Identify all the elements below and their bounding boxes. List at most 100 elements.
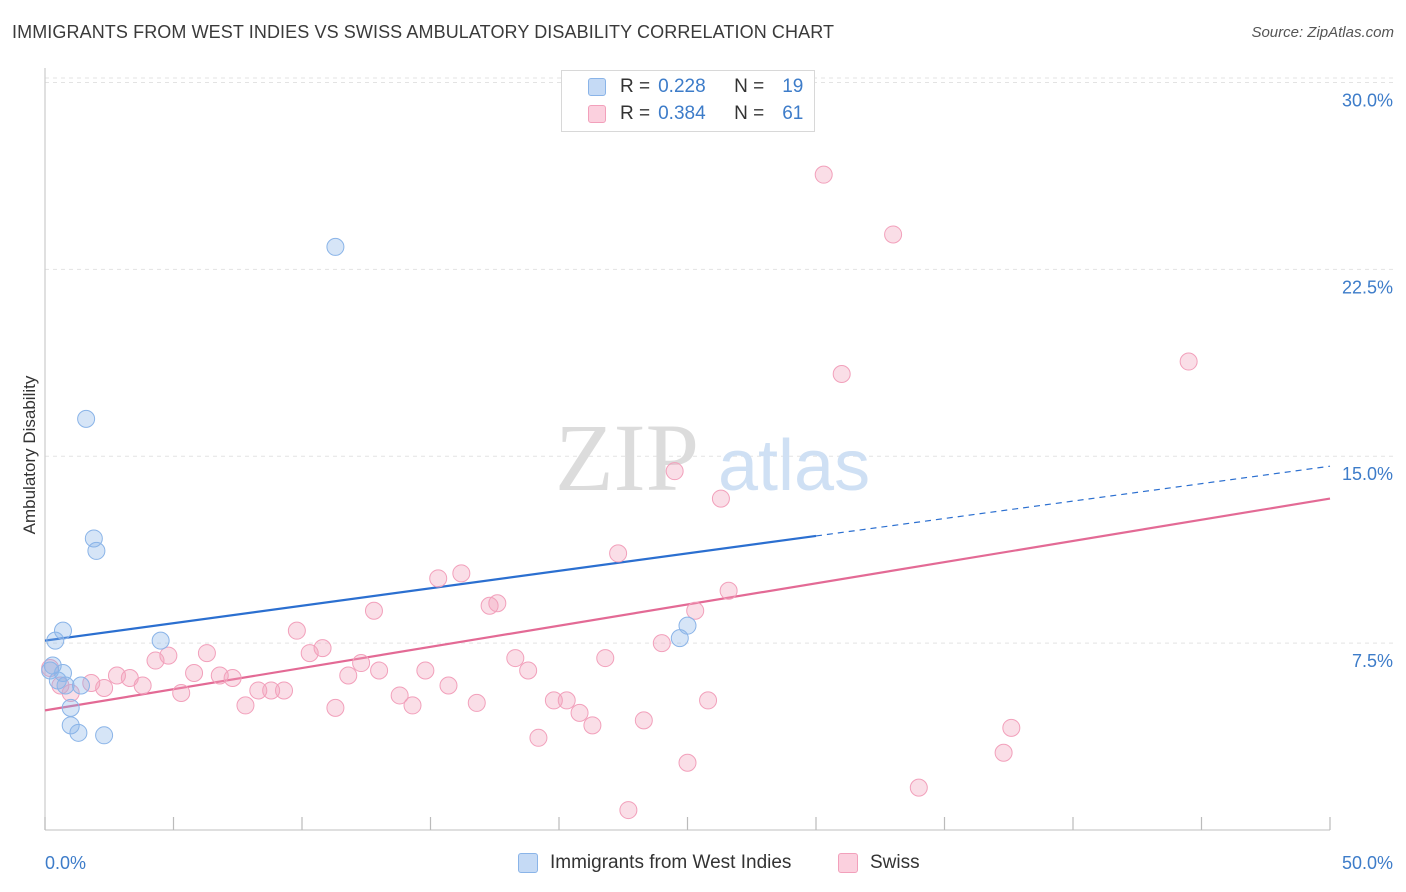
legend-item-label: Swiss <box>870 852 920 873</box>
point-swiss <box>390 686 409 705</box>
point-west-indies <box>77 409 96 428</box>
point-swiss <box>275 681 294 700</box>
legend-row-west-indies: R = 0.228 N = 19 <box>588 75 803 99</box>
legend-n-value: 61 <box>782 103 804 124</box>
legend-n-value: 19 <box>782 76 804 97</box>
point-swiss <box>699 691 718 710</box>
point-west-indies <box>151 631 170 650</box>
point-swiss <box>185 664 204 683</box>
point-swiss <box>1179 352 1198 371</box>
point-swiss <box>609 544 628 563</box>
point-swiss <box>583 716 602 735</box>
point-swiss <box>339 666 358 685</box>
point-swiss <box>429 569 448 588</box>
legend-item-swiss: Swiss <box>838 852 920 874</box>
point-swiss <box>370 661 389 680</box>
y-tick-label: 30.0% <box>1342 90 1393 110</box>
trend-line-west-indies-extension <box>815 465 1331 537</box>
point-swiss <box>719 581 738 600</box>
point-west-indies <box>326 237 345 256</box>
point-swiss <box>711 489 730 508</box>
legend-swatch-blue <box>518 853 538 873</box>
x-tick-label: 50.0% <box>1342 853 1393 873</box>
point-swiss <box>634 711 653 730</box>
point-west-indies <box>46 631 65 650</box>
legend-r-value: 0.384 <box>658 103 706 124</box>
point-swiss <box>557 691 576 710</box>
point-west-indies <box>53 621 72 640</box>
point-swiss <box>884 225 903 244</box>
point-swiss <box>452 564 471 583</box>
point-west-indies <box>678 616 697 635</box>
point-swiss <box>909 778 928 797</box>
point-swiss <box>570 703 589 722</box>
legend-item-west-indies: Immigrants from West Indies <box>518 852 791 874</box>
point-swiss <box>506 649 525 668</box>
chart-source: Source: ZipAtlas.com <box>1251 24 1394 41</box>
legend-r-label: R = <box>620 103 651 124</box>
point-west-indies <box>95 726 114 745</box>
point-swiss <box>236 696 255 715</box>
point-swiss <box>287 621 306 640</box>
point-swiss <box>403 696 422 715</box>
legend-swatch-pink <box>838 853 858 873</box>
point-swiss <box>133 676 152 695</box>
point-swiss <box>814 165 833 184</box>
point-west-indies <box>56 676 75 695</box>
legend-swatch-pink <box>588 105 606 123</box>
stats-legend: R = 0.228 N = 19 R = 0.384 N = 61 <box>561 70 815 132</box>
point-swiss <box>223 669 242 687</box>
point-swiss <box>439 676 458 695</box>
legend-swatch-blue <box>588 78 606 96</box>
point-swiss <box>619 801 638 820</box>
series-legend: Immigrants from West Indies Swiss <box>0 852 1406 878</box>
legend-r-value: 0.228 <box>658 76 706 97</box>
point-swiss <box>832 365 851 383</box>
point-swiss <box>313 639 332 658</box>
y-tick-label: 7.5% <box>1352 651 1393 671</box>
point-swiss <box>596 649 615 668</box>
point-swiss <box>678 753 697 772</box>
point-west-indies <box>69 723 88 742</box>
data-points <box>41 165 1198 820</box>
point-swiss <box>416 661 435 680</box>
legend-r-label: R = <box>620 76 651 97</box>
point-swiss <box>172 683 191 702</box>
point-swiss <box>519 661 538 680</box>
point-swiss <box>159 646 178 665</box>
point-west-indies <box>71 676 90 695</box>
x-tick-label: 0.0% <box>45 853 86 873</box>
point-swiss <box>326 698 345 717</box>
chart-title: IMMIGRANTS FROM WEST INDIES VS SWISS AMB… <box>12 22 835 42</box>
point-swiss <box>665 462 684 481</box>
point-swiss <box>652 634 671 653</box>
trend-line-swiss <box>44 497 1331 712</box>
legend-item-label: Immigrants from West Indies <box>550 852 792 873</box>
point-swiss <box>686 601 705 620</box>
watermark-zip: ZIP <box>555 404 699 511</box>
point-swiss <box>467 693 486 712</box>
point-swiss <box>544 691 563 710</box>
point-swiss <box>249 681 268 700</box>
point-swiss <box>364 601 383 620</box>
watermark-atlas: atlas <box>718 426 870 506</box>
point-swiss <box>262 681 281 700</box>
point-swiss <box>529 728 548 747</box>
point-west-indies <box>61 698 80 717</box>
point-swiss <box>1002 718 1021 737</box>
axes: 7.5% 15.0% 22.5% 30.0% 0.0% 50.0% <box>44 68 1393 873</box>
point-swiss <box>994 743 1013 762</box>
legend-row-swiss: R = 0.384 N = 61 <box>588 102 803 126</box>
point-swiss <box>95 678 114 697</box>
trend-lines <box>44 465 1331 712</box>
point-swiss <box>488 594 507 613</box>
point-west-indies <box>87 541 106 560</box>
y-axis-label: Ambulatory Disability <box>20 375 39 534</box>
point-swiss <box>352 654 371 673</box>
legend-n-label: N = <box>734 103 765 124</box>
trend-line-west-indies <box>44 534 817 642</box>
y-tick-label: 15.0% <box>1342 464 1393 484</box>
point-swiss <box>197 644 216 663</box>
y-tick-label: 22.5% <box>1342 277 1393 297</box>
